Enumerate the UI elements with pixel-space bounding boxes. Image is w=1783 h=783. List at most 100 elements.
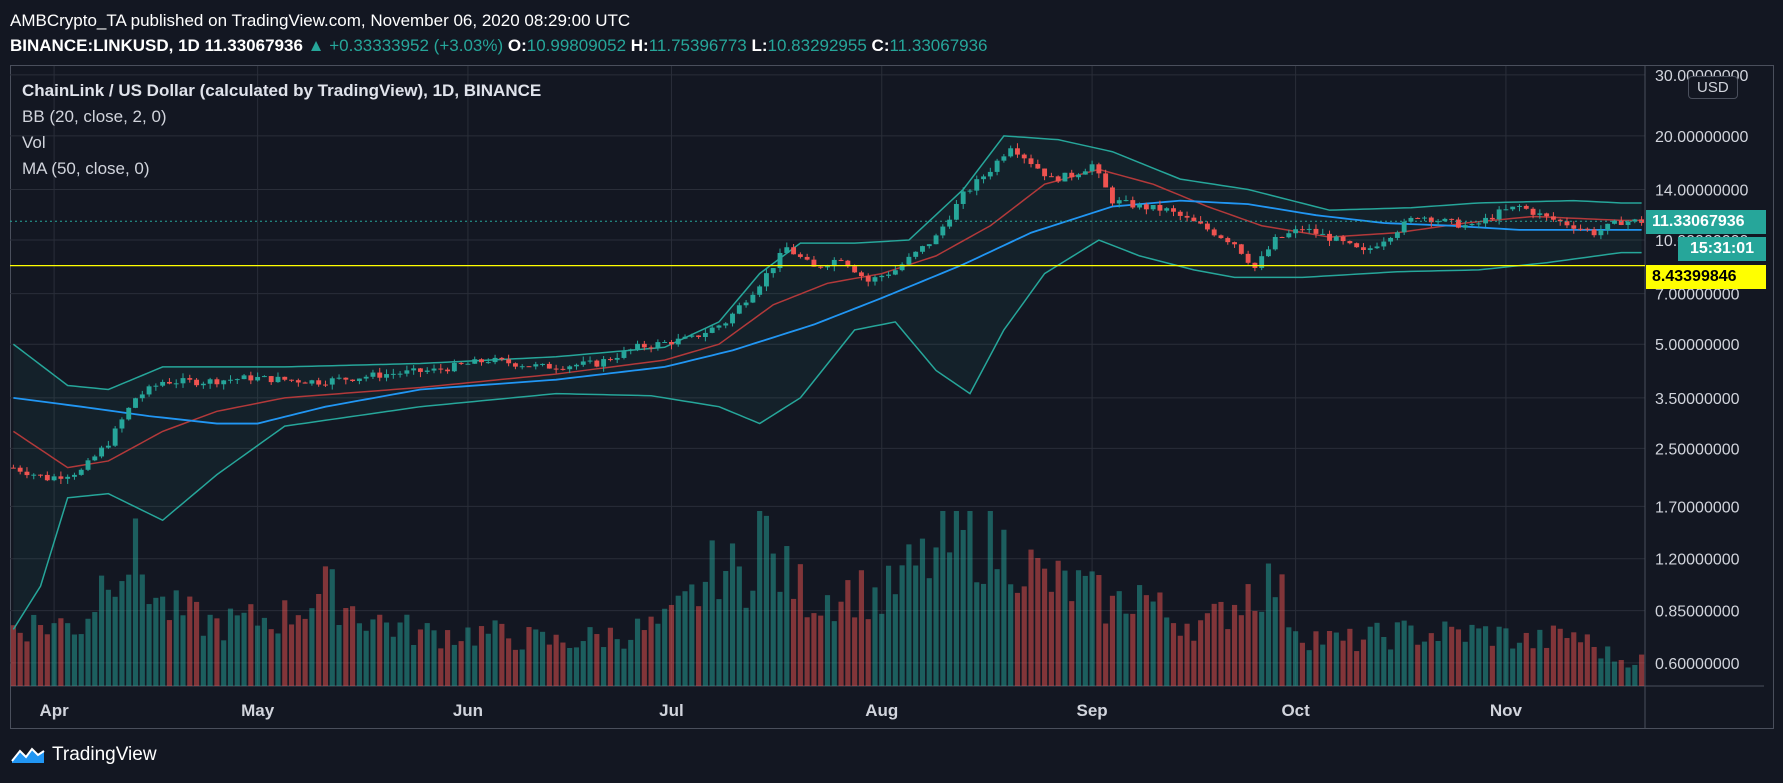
volume-bar xyxy=(926,578,932,686)
volume-bar xyxy=(655,623,661,686)
up-arrow-icon: ▲ xyxy=(307,36,325,55)
candle-body xyxy=(1476,223,1482,225)
volume-bar xyxy=(350,606,356,686)
candle-body xyxy=(1591,229,1597,236)
close-label: C: xyxy=(871,36,890,55)
candle-body xyxy=(1340,236,1346,242)
volume-bar xyxy=(960,529,966,686)
candle-body xyxy=(99,447,105,457)
volume-bar xyxy=(1279,574,1285,686)
volume-bar xyxy=(180,615,186,686)
volume-bar xyxy=(1333,632,1339,686)
volume-bar xyxy=(1347,628,1353,686)
volume-bar xyxy=(1042,568,1048,686)
currency-badge[interactable]: USD xyxy=(1688,76,1738,99)
volume-bar xyxy=(1639,654,1645,686)
y-tick-label: 3.50000000 xyxy=(1655,391,1740,408)
volume-bar xyxy=(24,641,30,686)
candle-body xyxy=(1523,205,1529,209)
candle-body xyxy=(329,378,335,385)
x-tick-label: Apr xyxy=(39,701,69,720)
candle-body xyxy=(146,386,152,395)
candle-body xyxy=(838,259,844,261)
candle-body xyxy=(1021,154,1027,159)
candle-body xyxy=(777,252,783,269)
candle-body xyxy=(112,428,118,446)
candle-body xyxy=(831,259,837,267)
volume-bar xyxy=(65,623,71,686)
candle-body xyxy=(1150,204,1156,210)
candle-body xyxy=(797,254,803,257)
candle-body xyxy=(1625,221,1631,225)
volume-bar xyxy=(214,618,220,686)
x-tick-label: May xyxy=(241,701,275,720)
candle-body xyxy=(356,378,362,381)
candle-body xyxy=(702,332,708,337)
candle-body xyxy=(411,368,417,371)
candle-body xyxy=(38,474,43,476)
volume-bar xyxy=(1469,624,1475,686)
candle-body xyxy=(58,476,64,479)
candle-body xyxy=(499,357,505,360)
volume-bar xyxy=(1157,592,1163,686)
candle-body xyxy=(1422,217,1427,219)
volume-bar xyxy=(899,565,905,686)
candle-body xyxy=(770,268,776,274)
candle-body xyxy=(438,368,444,370)
candle-body xyxy=(621,350,627,358)
candle-body xyxy=(526,366,532,368)
volume-bar xyxy=(309,608,315,686)
candle-body xyxy=(1544,213,1550,217)
volume-bar xyxy=(302,618,308,686)
volume-bar xyxy=(1021,586,1027,686)
y-tick-label: 14.00000000 xyxy=(1655,182,1749,199)
volume-bar xyxy=(838,601,844,686)
candle-body xyxy=(852,266,858,273)
volume-bar xyxy=(1035,558,1041,686)
volume-bar xyxy=(811,613,817,686)
candle-body xyxy=(1143,204,1149,210)
candle-body xyxy=(1578,228,1583,230)
last-price-value: 11.33067936 xyxy=(204,36,303,55)
volume-bar xyxy=(791,598,797,686)
legend-vol[interactable]: Vol xyxy=(22,133,46,152)
candle-body xyxy=(1238,244,1244,254)
volume-bar xyxy=(831,621,837,686)
volume-bar xyxy=(458,641,464,686)
ohlc-line: BINANCE:LINKUSD, 1D 11.33067936 ▲ +0.333… xyxy=(10,33,988,58)
candle-body xyxy=(1286,233,1292,238)
candle-body xyxy=(1388,237,1394,242)
brand-name: TradingView xyxy=(52,744,157,765)
volume-bar xyxy=(336,625,342,686)
chart-frame xyxy=(10,65,1774,729)
candle-body xyxy=(350,379,356,381)
candle-body xyxy=(1272,237,1278,250)
volume-bar xyxy=(573,647,580,686)
candle-body xyxy=(892,270,898,275)
legend-ma[interactable]: MA (50, close, 0) xyxy=(22,159,150,178)
candle-body xyxy=(1381,241,1387,247)
volume-bar xyxy=(370,619,376,686)
volume-bar xyxy=(1245,584,1251,686)
candle-body xyxy=(614,357,620,360)
volume-bar xyxy=(1428,633,1434,686)
candle-body xyxy=(214,379,220,385)
candle-body xyxy=(1245,253,1251,263)
candle-body xyxy=(465,363,471,365)
candle-body xyxy=(926,244,932,247)
volume-bar xyxy=(146,604,152,686)
candle-body xyxy=(1571,225,1577,229)
candle-body xyxy=(913,251,919,257)
close-value: 11.33067936 xyxy=(889,36,988,55)
volume-bar xyxy=(1096,575,1102,686)
candle-body xyxy=(485,362,491,364)
legend-bb[interactable]: BB (20, close, 2, 0) xyxy=(22,107,167,126)
candle-body xyxy=(1137,204,1143,208)
volume-bar xyxy=(1286,627,1292,686)
candle-body xyxy=(472,359,478,364)
candle-body xyxy=(1089,164,1095,172)
y-tick-label: 7.00000000 xyxy=(1655,287,1740,304)
volume-bar xyxy=(1150,601,1156,686)
volume-bar xyxy=(797,564,803,686)
